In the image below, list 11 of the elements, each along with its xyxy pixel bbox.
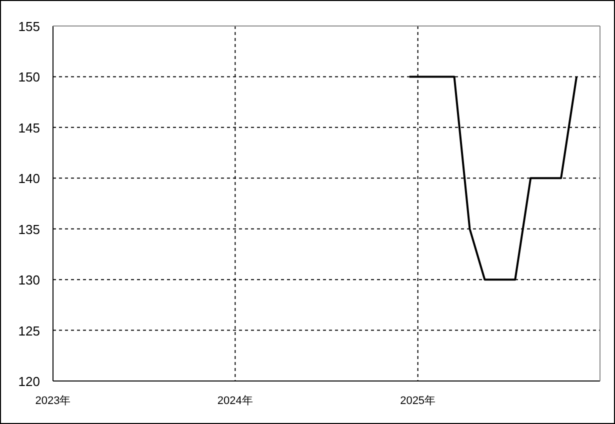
y-tick-label: 130	[18, 272, 40, 288]
x-tick-label: 2023年	[35, 395, 71, 407]
x-tick-label: 2025年	[400, 395, 436, 407]
y-tick-label: 135	[18, 222, 40, 237]
y-tick-label: 140	[18, 171, 40, 186]
y-tick-label: 150	[18, 70, 40, 85]
y-tick-label: 120	[18, 374, 40, 389]
y-tick-label: 125	[18, 323, 40, 338]
x-tick-label: 2024年	[217, 395, 253, 407]
y-tick-label: 155	[18, 19, 40, 34]
y-tick-label: 145	[18, 120, 40, 136]
